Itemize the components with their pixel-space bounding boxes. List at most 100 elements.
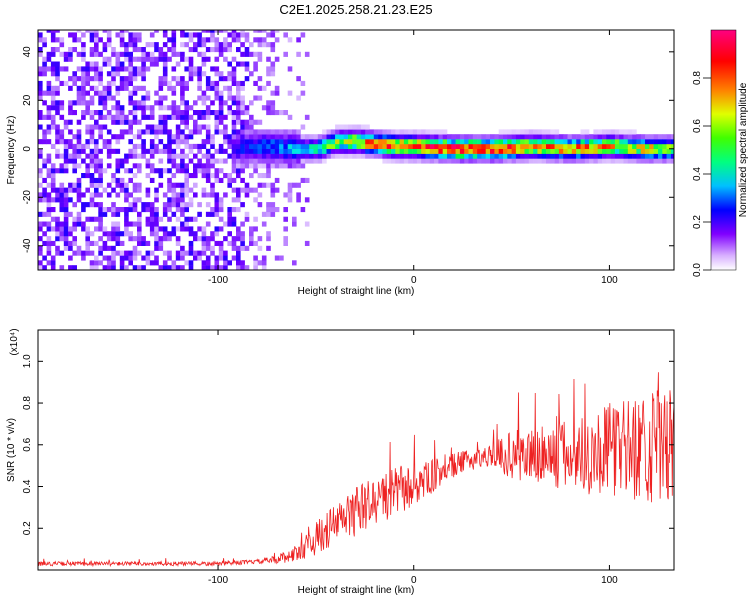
heatmap-cell <box>283 110 288 116</box>
heatmap-cell <box>309 148 314 154</box>
heatmap-cell <box>154 90 159 96</box>
x-tick-label: 0 <box>411 275 417 286</box>
heatmap-cell <box>119 182 125 188</box>
heatmap-cell <box>412 139 418 145</box>
heatmap-cell <box>81 226 86 232</box>
heatmap-cell <box>240 187 245 193</box>
heatmap-cell <box>287 139 293 145</box>
heatmap-cell <box>175 168 181 174</box>
heatmap-cell <box>416 139 422 145</box>
heatmap-cell <box>50 143 56 149</box>
heatmap-cell <box>98 202 103 208</box>
heatmap-cell <box>205 105 211 111</box>
heatmap-cell <box>296 139 301 145</box>
heatmap-cell <box>214 177 220 183</box>
heatmap-cell <box>63 51 69 57</box>
heatmap-cell <box>162 30 168 33</box>
heatmap-cell <box>485 148 491 154</box>
heatmap-cell <box>205 110 211 116</box>
heatmap-cell <box>46 114 52 120</box>
heatmap-cell <box>593 134 598 140</box>
heatmap-cell <box>348 129 353 135</box>
heatmap-cell <box>240 221 245 227</box>
heatmap-cell <box>42 134 47 140</box>
heatmap-cell <box>214 56 220 62</box>
heatmap-cell <box>55 76 60 82</box>
heatmap-cell <box>89 148 95 154</box>
heatmap-cell <box>89 158 95 164</box>
heatmap-cell <box>188 260 194 266</box>
heatmap-cell <box>227 143 232 149</box>
heatmap-cell <box>627 148 633 154</box>
heatmap-cell <box>352 134 357 140</box>
heatmap-cell <box>63 119 69 125</box>
heatmap-cell <box>63 245 69 251</box>
heatmap-cell <box>137 85 142 91</box>
heatmap-cell <box>541 129 547 135</box>
heatmap-cell <box>55 187 60 193</box>
heatmap-cell <box>137 197 142 203</box>
heatmap-cell <box>279 153 284 159</box>
heatmap-cell <box>188 61 194 67</box>
heatmap-cell <box>429 139 435 145</box>
heatmap-cell <box>59 197 65 203</box>
heatmap-cell <box>76 30 82 33</box>
heatmap-cell <box>158 85 164 91</box>
heatmap-cell <box>102 30 108 33</box>
heatmap-cell <box>537 153 542 159</box>
heatmap-cell <box>171 163 177 169</box>
heatmap-cell <box>240 85 245 91</box>
heatmap-cell <box>137 56 142 62</box>
heatmap-cell <box>589 143 594 149</box>
heatmap-cell <box>63 202 69 208</box>
heatmap-cell <box>270 139 276 145</box>
heatmap-cell <box>464 148 469 154</box>
heatmap-cell <box>236 114 241 120</box>
heatmap-cell <box>132 66 138 72</box>
heatmap-cell <box>154 211 159 217</box>
heatmap-cell <box>128 95 133 101</box>
heatmap-cell <box>50 197 56 203</box>
heatmap-cell <box>610 143 616 149</box>
heatmap-cell <box>124 182 129 188</box>
heatmap-cell <box>602 129 607 135</box>
heatmap-cell <box>85 124 90 130</box>
heatmap-cell <box>468 148 474 154</box>
heatmap-cell <box>171 153 177 159</box>
heatmap-cell <box>602 158 607 164</box>
heatmap-cell <box>94 168 99 174</box>
heatmap-cell <box>266 153 271 159</box>
heatmap-cell <box>382 134 387 140</box>
heatmap-cell <box>210 173 215 179</box>
heatmap-cell <box>46 192 52 198</box>
heatmap-cell <box>546 148 551 154</box>
heatmap-cell <box>50 177 56 183</box>
heatmap-cell <box>63 211 69 217</box>
heatmap-cell <box>201 56 207 62</box>
heatmap-cell <box>330 153 336 159</box>
heatmap-cell <box>218 100 224 106</box>
heatmap-cell <box>283 143 288 149</box>
heatmap-cell <box>253 163 258 169</box>
heatmap-cell <box>567 139 573 145</box>
heatmap-cell <box>115 231 121 237</box>
y-tick-label: 0.2 <box>22 521 33 535</box>
heatmap-cell <box>46 51 52 57</box>
heatmap-cell <box>632 153 637 159</box>
heatmap-cell <box>128 80 133 86</box>
heatmap-cell <box>317 134 323 140</box>
heatmap-cell <box>149 177 155 183</box>
heatmap-cell <box>218 207 224 213</box>
heatmap-cell <box>434 134 439 140</box>
heatmap-cell <box>89 216 95 222</box>
heatmap-cell <box>205 80 211 86</box>
heatmap-cell <box>76 245 82 251</box>
heatmap-cell <box>528 148 534 154</box>
heatmap-cell <box>490 153 495 159</box>
heatmap-cell <box>50 124 56 130</box>
heatmap-cell <box>201 250 207 256</box>
heatmap-cell <box>188 250 194 256</box>
heatmap-cell <box>154 192 159 198</box>
heatmap-cell <box>567 148 573 154</box>
heatmap-cell <box>42 221 47 227</box>
